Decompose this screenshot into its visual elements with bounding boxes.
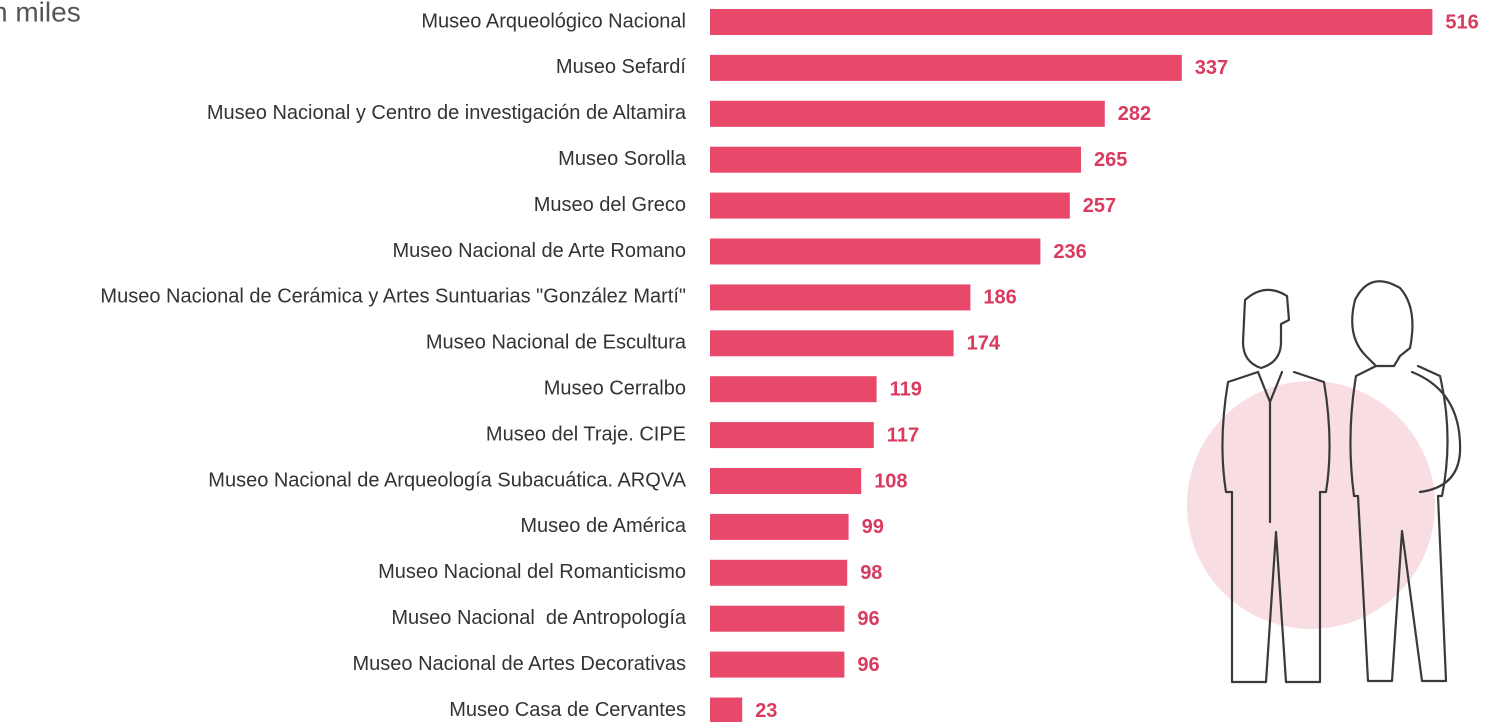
- man-head: [1243, 290, 1289, 368]
- page: {"chart_data": {"type": "bar", "title": …: [0, 0, 1511, 722]
- value-label: 516: [1445, 11, 1478, 33]
- bar: [710, 9, 1432, 35]
- category-label: Museo Cerralbo: [544, 377, 686, 399]
- bar: [710, 330, 954, 356]
- chart: n miles Museo Arqueológico Nacional 516 Mu…: [0, 0, 1511, 722]
- chart-title: n miles: [0, 0, 81, 27]
- value-label: 117: [887, 424, 919, 446]
- value-label: 98: [860, 562, 882, 584]
- value-label: 108: [874, 470, 907, 492]
- bar: [710, 606, 844, 632]
- value-label: 174: [967, 333, 1001, 355]
- bar: [710, 698, 742, 722]
- category-label: Museo de América: [520, 515, 687, 537]
- value-label: 282: [1118, 103, 1151, 125]
- category-label: Museo Nacional de Cerámica y Artes Suntu…: [100, 286, 686, 308]
- category-label: Museo Sorolla: [558, 148, 687, 170]
- category-label: Museo Nacional de Escultura: [426, 332, 687, 354]
- category-label: Museo Nacional de Arqueología Subacuátic…: [208, 469, 686, 491]
- bar: [710, 101, 1105, 127]
- bar: [710, 514, 849, 540]
- value-label: 96: [857, 654, 879, 676]
- bar: [710, 376, 877, 402]
- bar: [710, 239, 1040, 265]
- value-label: 236: [1053, 241, 1086, 263]
- illustration: [1187, 281, 1460, 682]
- woman-head: [1352, 281, 1412, 366]
- category-label: Museo Nacional de Arte Romano: [393, 240, 687, 262]
- category-label: Museo Nacional y Centro de investigación…: [207, 102, 687, 124]
- bar: [710, 55, 1182, 81]
- category-label: Museo Nacional de Antropología: [391, 607, 687, 629]
- category-label: Museo del Traje. CIPE: [486, 423, 686, 445]
- category-label: Museo Nacional del Romanticismo: [378, 561, 686, 583]
- value-label: 337: [1195, 57, 1228, 79]
- value-label: 257: [1083, 195, 1116, 217]
- value-label: 186: [983, 287, 1016, 309]
- bar: [710, 422, 874, 448]
- bar: [710, 468, 861, 494]
- value-label: 265: [1094, 149, 1127, 171]
- bar: [710, 652, 844, 678]
- bar: [710, 193, 1070, 219]
- value-label: 119: [890, 378, 922, 400]
- category-label: Museo del Greco: [534, 194, 686, 216]
- value-label: 23: [755, 700, 777, 722]
- bar: [710, 284, 970, 310]
- value-label: 96: [857, 608, 879, 630]
- category-label: Museo Arqueológico Nacional: [421, 10, 686, 32]
- value-label: 99: [862, 516, 884, 538]
- category-label: Museo Nacional de Artes Decorativas: [353, 653, 687, 675]
- bar: [710, 147, 1081, 173]
- bar: [710, 560, 847, 586]
- category-label: Museo Sefardí: [556, 56, 687, 78]
- category-label: Museo Casa de Cervantes: [449, 699, 686, 721]
